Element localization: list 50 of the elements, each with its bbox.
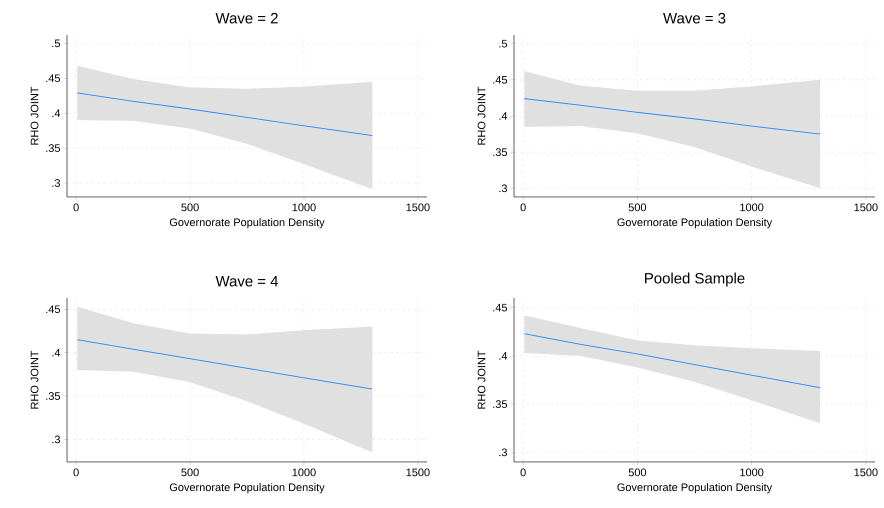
y-axis-title: RHO JOINT bbox=[478, 350, 486, 409]
x-tick-label: 1000 bbox=[292, 468, 316, 476]
y-tick-label: .35 bbox=[493, 148, 508, 156]
y-tick-label: .3 bbox=[52, 179, 60, 187]
y-tick-label: .3 bbox=[499, 448, 508, 456]
y-tick-label: .4 bbox=[52, 109, 60, 117]
x-axis-title: Governorate Population Density bbox=[617, 483, 772, 494]
y-tick-label: .45 bbox=[493, 76, 508, 84]
y-axis-title: RHO JOINT bbox=[478, 86, 486, 145]
chart-title: Wave = 4 bbox=[216, 276, 278, 286]
x-tick-label: 1500 bbox=[854, 468, 878, 476]
x-axis-title: Governorate Population Density bbox=[170, 218, 325, 228]
x-axis-title: Governorate Population Density bbox=[617, 218, 772, 228]
x-tick-label: 500 bbox=[628, 468, 646, 476]
y-tick-label: .4 bbox=[52, 348, 60, 356]
x-tick-label: 1000 bbox=[740, 204, 764, 212]
y-tick-label: .45 bbox=[46, 305, 60, 314]
y-tick-label: .4 bbox=[499, 352, 508, 360]
x-tick-label: 500 bbox=[181, 468, 199, 476]
x-axis-title: Governorate Population Density bbox=[170, 483, 325, 494]
x-tick-label: 1000 bbox=[292, 204, 316, 212]
x-tick-label: 1500 bbox=[406, 468, 430, 476]
line-series bbox=[524, 333, 821, 388]
y-tick-label: .35 bbox=[493, 400, 508, 408]
line-series bbox=[76, 339, 373, 390]
y-axis-title: RHO JOINT bbox=[30, 86, 38, 145]
line-series bbox=[76, 92, 373, 136]
chart-title: Wave = 3 bbox=[663, 12, 726, 24]
x-tick-label: 0 bbox=[520, 468, 526, 476]
x-tick-label: 0 bbox=[74, 204, 79, 212]
x-tick-label: 500 bbox=[181, 204, 199, 212]
y-tick-label: .5 bbox=[499, 40, 508, 48]
x-tick-label: 0 bbox=[74, 468, 79, 476]
y-tick-label: .45 bbox=[46, 74, 60, 82]
y-tick-label: .5 bbox=[52, 40, 60, 48]
chart-title: Wave = 2 bbox=[216, 12, 278, 24]
y-axis-title: RHO JOINT bbox=[30, 350, 38, 409]
y-tick-label: .3 bbox=[499, 184, 508, 192]
y-tick-label: .35 bbox=[46, 392, 60, 400]
x-tick-label: 500 bbox=[628, 204, 646, 212]
chart-title: Pooled Sample bbox=[645, 272, 744, 286]
y-tick-label: .4 bbox=[499, 112, 508, 120]
x-tick-label: 1000 bbox=[740, 468, 764, 476]
line-series bbox=[524, 98, 821, 135]
y-tick-label: .45 bbox=[493, 304, 508, 312]
y-tick-label: .35 bbox=[46, 144, 60, 152]
x-tick-label: 1500 bbox=[406, 204, 430, 212]
y-tick-label: .3 bbox=[52, 436, 60, 444]
x-tick-label: 0 bbox=[520, 204, 526, 212]
x-tick-label: 1500 bbox=[854, 204, 878, 212]
